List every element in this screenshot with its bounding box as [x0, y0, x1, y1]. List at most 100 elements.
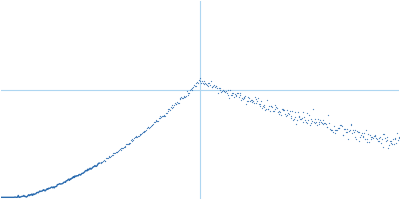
Point [202, 81, 208, 85]
Point [329, 128, 336, 131]
Point [240, 97, 246, 100]
Point [374, 138, 380, 141]
Point [296, 114, 302, 117]
Point [324, 126, 331, 129]
Point [320, 118, 327, 121]
Point [151, 121, 157, 124]
Point [159, 114, 165, 117]
Point [244, 99, 251, 102]
Point [168, 105, 174, 108]
Point [236, 93, 243, 96]
Point [333, 128, 339, 131]
Point [172, 101, 178, 105]
Point [266, 104, 272, 107]
Point [396, 136, 400, 139]
Point [328, 129, 334, 132]
Point [319, 121, 325, 124]
Point [128, 140, 135, 143]
Point [134, 135, 140, 139]
Point [294, 118, 300, 121]
Point [372, 134, 378, 137]
Point [268, 104, 275, 107]
Point [340, 134, 346, 137]
Point [245, 96, 252, 99]
Point [360, 135, 366, 138]
Point [228, 93, 234, 97]
Point [334, 129, 340, 132]
Point [129, 138, 136, 141]
Point [125, 142, 132, 145]
Point [216, 86, 222, 90]
Point [324, 126, 330, 129]
Point [252, 98, 259, 101]
Point [130, 138, 136, 141]
Point [389, 142, 395, 146]
Point [212, 84, 219, 88]
Point [362, 138, 368, 141]
Point [382, 136, 388, 139]
Point [102, 159, 108, 162]
Point [117, 148, 124, 151]
Point [283, 114, 289, 117]
Point [259, 107, 265, 110]
Point [316, 122, 322, 125]
Point [160, 114, 167, 118]
Point [112, 151, 119, 154]
Point [222, 90, 228, 93]
Point [200, 79, 207, 83]
Point [279, 107, 285, 110]
Point [200, 81, 206, 84]
Point [229, 93, 236, 96]
Point [139, 132, 145, 135]
Point [104, 156, 111, 159]
Point [178, 95, 184, 99]
Point [346, 128, 353, 131]
Point [290, 118, 296, 122]
Point [292, 115, 299, 118]
Point [254, 100, 260, 103]
Point [321, 121, 328, 124]
Point [101, 159, 108, 162]
Point [265, 107, 272, 111]
Point [112, 152, 118, 155]
Point [300, 121, 306, 124]
Point [238, 99, 244, 102]
Point [388, 142, 394, 145]
Point [310, 107, 316, 111]
Point [195, 81, 201, 84]
Point [374, 139, 381, 143]
Point [98, 160, 104, 164]
Point [256, 103, 262, 106]
Point [212, 86, 218, 89]
Point [162, 115, 168, 118]
Point [115, 149, 121, 152]
Point [174, 100, 180, 103]
Point [243, 103, 249, 106]
Point [206, 81, 212, 84]
Point [108, 154, 114, 158]
Point [198, 81, 204, 84]
Point [366, 141, 372, 144]
Point [123, 143, 129, 146]
Point [205, 84, 212, 87]
Point [100, 159, 107, 162]
Point [252, 96, 258, 99]
Point [208, 80, 214, 83]
Point [284, 108, 291, 112]
Point [208, 85, 215, 88]
Point [116, 148, 123, 151]
Point [156, 116, 162, 119]
Point [334, 127, 341, 130]
Point [237, 91, 244, 95]
Point [299, 116, 305, 119]
Point [346, 129, 352, 133]
Point [315, 117, 321, 120]
Point [273, 105, 280, 108]
Point [267, 109, 273, 112]
Point [285, 111, 292, 114]
Point [203, 82, 209, 85]
Point [175, 101, 181, 104]
Point [268, 105, 274, 108]
Point [248, 99, 255, 102]
Point [184, 92, 191, 95]
